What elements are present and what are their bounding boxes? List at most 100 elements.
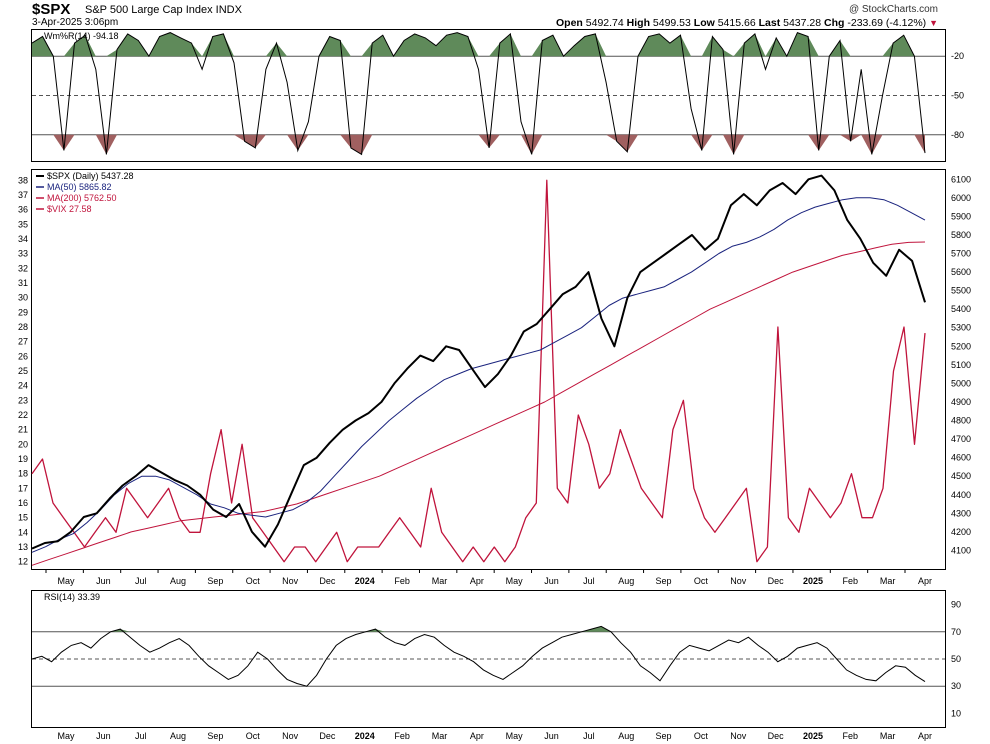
x-tick-label-bottom: Sep xyxy=(656,731,672,741)
vix-tick-label: 33 xyxy=(18,249,28,259)
vix-tick-label: 22 xyxy=(18,410,28,420)
price-tick-label: 5900 xyxy=(951,211,971,221)
x-tick-label-bottom: Aug xyxy=(170,731,186,741)
chg-value: -233.69 (-4.12%) xyxy=(847,17,927,29)
price-tick-label: 4200 xyxy=(951,527,971,537)
vix-tick-label: 26 xyxy=(18,351,28,361)
vix-tick-label: 32 xyxy=(18,263,28,273)
price-tick-label: 4700 xyxy=(951,434,971,444)
x-tick-label-bottom: 2024 xyxy=(355,731,375,741)
down-triangle-icon: ▼ xyxy=(929,18,938,28)
open-label: Open xyxy=(556,17,583,29)
x-tick-label-bottom: Nov xyxy=(730,731,747,741)
vix-tick-label: 24 xyxy=(18,381,28,391)
rsi-title: RSI(14) 33.39 xyxy=(44,592,100,602)
x-tick-label-bottom: Aug xyxy=(618,731,634,741)
price-tick-label: 4600 xyxy=(951,453,971,463)
low-value: 5415.66 xyxy=(717,17,756,29)
vix-tick-label: 18 xyxy=(18,469,28,479)
vix-tick-label: 20 xyxy=(18,439,28,449)
price-tick-label: 5000 xyxy=(951,378,971,388)
x-tick-label: Jul xyxy=(135,576,147,586)
x-tick-label: Oct xyxy=(694,576,709,586)
x-tick-label: May xyxy=(506,576,524,586)
x-tick-label: Aug xyxy=(170,576,186,586)
price-tick-label: 5200 xyxy=(951,341,971,351)
x-tick-label-bottom: Jul xyxy=(135,731,147,741)
x-tick-label: Feb xyxy=(394,576,410,586)
series-spx-line xyxy=(31,174,926,550)
vix-tick-label: 27 xyxy=(18,337,28,347)
x-tick-label: Sep xyxy=(656,576,672,586)
rsi-tick-label: 10 xyxy=(951,708,961,718)
price-tick-label: 4500 xyxy=(951,471,971,481)
price-tick-label: 4800 xyxy=(951,416,971,426)
vix-tick-label: 16 xyxy=(18,498,28,508)
vix-tick-label: 28 xyxy=(18,322,28,332)
x-tick-label: Jun xyxy=(96,576,111,586)
x-tick-label-bottom: Jun xyxy=(544,731,559,741)
willr-tick-label: -20 xyxy=(951,51,964,61)
x-tick-label-bottom: Nov xyxy=(282,731,299,741)
high-value: 5499.53 xyxy=(652,17,691,29)
x-tick-label-bottom: May xyxy=(506,731,524,741)
vix-tick-label: 23 xyxy=(18,395,28,405)
vix-tick-label: 35 xyxy=(18,219,28,229)
price-tick-label: 5500 xyxy=(951,286,971,296)
price-tick-label: 5100 xyxy=(951,360,971,370)
vix-tick-label: 36 xyxy=(18,205,28,215)
price-tick-label: 5400 xyxy=(951,304,971,314)
ticker-symbol: $SPX xyxy=(32,1,71,18)
x-tick-label: Mar xyxy=(432,576,448,586)
x-tick-label: Mar xyxy=(880,576,896,586)
x-tick-label: 2024 xyxy=(355,576,375,586)
x-tick-label-bottom: Apr xyxy=(918,731,932,741)
x-tick-label-bottom: Oct xyxy=(246,731,261,741)
rsi-overbought-fill xyxy=(32,626,925,632)
rsi-line xyxy=(31,625,926,687)
x-tick-label: Apr xyxy=(470,576,484,586)
x-tick-label-bottom: Mar xyxy=(880,731,896,741)
price-tick-label: 5700 xyxy=(951,249,971,259)
vix-tick-label: 21 xyxy=(18,425,28,435)
rsi-panel xyxy=(31,590,946,728)
price-tick-label: 5600 xyxy=(951,267,971,277)
x-tick-label-bottom: May xyxy=(57,731,75,741)
x-tick-label: 2025 xyxy=(803,576,823,586)
x-tick-label: Aug xyxy=(618,576,634,586)
willr-oversold-fill xyxy=(32,134,925,155)
x-tick-label: Nov xyxy=(282,576,299,586)
willr-tick-label: -80 xyxy=(951,130,964,140)
x-tick-label: May xyxy=(57,576,75,586)
rsi-tick-label: 70 xyxy=(951,627,961,637)
vix-tick-label: 13 xyxy=(18,542,28,552)
x-tick-label-bottom: Mar xyxy=(432,731,448,741)
rsi-tick-label: 30 xyxy=(951,681,961,691)
x-tick-label: Dec xyxy=(768,576,785,586)
quote-date: 3-Apr-2025 3:06pm xyxy=(32,17,119,28)
index-name: S&P 500 Large Cap Index INDX xyxy=(85,4,242,16)
chart-header: $SPX S&P 500 Large Cap Index INDX 3-Apr-… xyxy=(0,0,990,30)
high-label: High xyxy=(626,17,650,29)
vix-tick-label: 15 xyxy=(18,513,28,523)
price-tick-label: 4100 xyxy=(951,545,971,555)
series-ma50-line xyxy=(31,197,926,553)
legend-entry: MA(50) 5865.82 xyxy=(47,182,112,192)
rsi-tick-label: 90 xyxy=(951,600,961,610)
series-vix-line xyxy=(31,179,926,563)
stockcharts-logo[interactable]: @ StockCharts.com xyxy=(848,4,938,15)
vix-tick-label: 38 xyxy=(18,175,28,185)
price-tick-label: 5300 xyxy=(951,323,971,333)
quote-summary: Open 5492.74 High 5499.53 Low 5415.66 La… xyxy=(556,17,938,29)
vix-tick-label: 34 xyxy=(18,234,28,244)
x-tick-label: Dec xyxy=(319,576,336,586)
legend-entry: MA(200) 5762.50 xyxy=(47,193,117,203)
vix-tick-label: 37 xyxy=(18,190,28,200)
vix-tick-label: 25 xyxy=(18,366,28,376)
price-tick-label: 6100 xyxy=(951,174,971,184)
chg-label: Chg xyxy=(824,17,845,29)
x-tick-label-bottom: Feb xyxy=(843,731,859,741)
x-tick-label-bottom: 2025 xyxy=(803,731,823,741)
x-tick-label: Jul xyxy=(583,576,595,586)
